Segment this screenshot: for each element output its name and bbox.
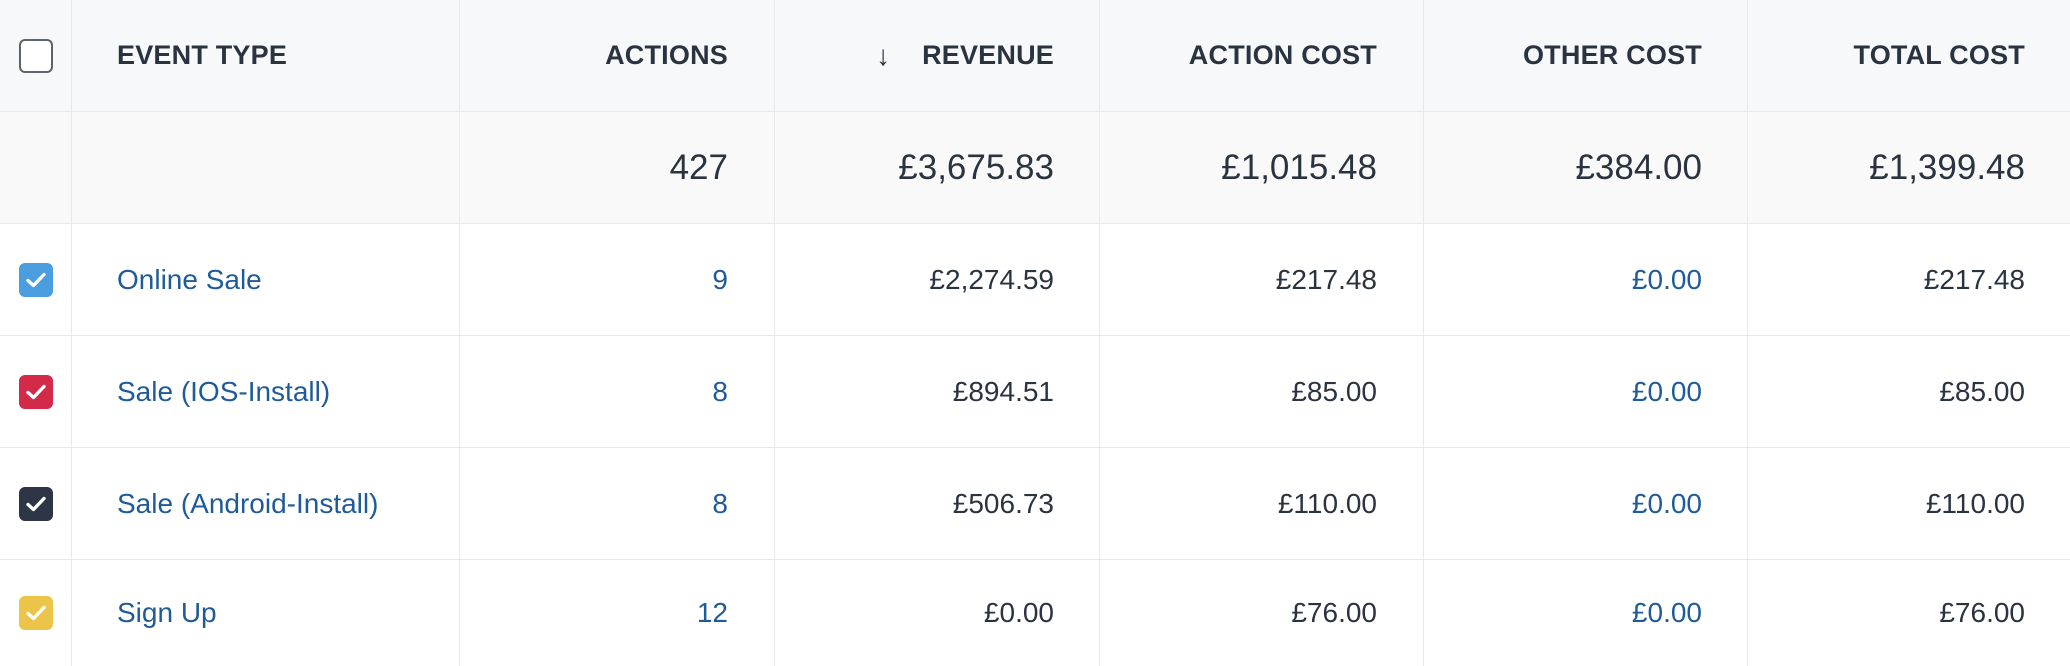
other-cost-link[interactable]: £0.00	[1631, 375, 1702, 407]
checkmark-icon	[25, 272, 46, 287]
column-header-event-type-label: EVENT TYPE	[117, 40, 288, 70]
row-checkbox[interactable]	[18, 262, 53, 297]
action-cost-cell: £110.00	[1100, 448, 1424, 559]
event-type-link[interactable]: Sale (IOS-Install)	[117, 375, 331, 407]
action-cost-value: £217.48	[1275, 263, 1377, 295]
event-type-cell: Sale (Android-Install)	[72, 448, 460, 559]
other-cost-cell: £0.00	[1424, 224, 1748, 335]
actions-cell: 12	[460, 560, 775, 666]
other-cost-cell: £0.00	[1424, 448, 1748, 559]
actions-cell: 8	[460, 336, 775, 447]
column-header-revenue[interactable]: ↓ REVENUE	[775, 0, 1100, 111]
total-cost-cell: £76.00	[1748, 560, 2070, 666]
action-cost-value: £110.00	[1277, 487, 1377, 519]
actions-link[interactable]: 8	[712, 487, 728, 519]
revenue-cell: £0.00	[775, 560, 1100, 666]
total-cost-value: £76.00	[1939, 597, 2025, 628]
total-cost-value: £110.00	[1925, 487, 2025, 519]
action-cost-value: £85.00	[1291, 375, 1377, 407]
revenue-value: £0.00	[983, 597, 1054, 628]
totals-action-cost-cell: £1,015.48	[1100, 112, 1424, 223]
event-type-cell: Sale (IOS-Install)	[72, 336, 460, 447]
column-header-total-cost-label: TOTAL COST	[1853, 40, 2025, 70]
totals-action-cost: £1,015.48	[1221, 147, 1377, 187]
event-type-link[interactable]: Online Sale	[117, 263, 262, 295]
actions-cell: 9	[460, 224, 775, 335]
action-cost-cell: £217.48	[1100, 224, 1424, 335]
column-header-action-cost[interactable]: ACTION COST	[1100, 0, 1424, 111]
checkmark-icon	[25, 605, 46, 621]
totals-other-cost-cell: £384.00	[1424, 112, 1748, 223]
actions-cell: 8	[460, 448, 775, 559]
column-header-total-cost[interactable]: TOTAL COST	[1748, 0, 2070, 111]
column-header-event-type[interactable]: EVENT TYPE	[72, 0, 460, 111]
total-cost-cell: £85.00	[1748, 336, 2070, 447]
total-cost-value: £217.48	[1923, 263, 2025, 295]
total-cost-value: £85.00	[1939, 375, 2025, 407]
total-cost-cell: £110.00	[1748, 448, 2070, 559]
totals-total-cost-cell: £1,399.48	[1748, 112, 2070, 223]
totals-check-cell	[0, 112, 72, 223]
column-header-action-cost-label: ACTION COST	[1188, 40, 1377, 70]
revenue-value: £894.51	[952, 375, 1054, 407]
totals-event-type-cell	[72, 112, 460, 223]
other-cost-cell: £0.00	[1424, 336, 1748, 447]
revenue-value: £506.73	[952, 487, 1054, 519]
row-check-cell	[0, 224, 72, 335]
total-cost-cell: £217.48	[1748, 224, 2070, 335]
totals-other-cost: £384.00	[1575, 147, 1702, 187]
event-type-cell: Sign Up	[72, 560, 460, 666]
other-cost-link[interactable]: £0.00	[1631, 597, 1702, 628]
table-row: Sale (Android-Install) 8 £506.73 £110.00…	[0, 448, 2070, 560]
row-check-cell	[0, 448, 72, 559]
event-type-link[interactable]: Sign Up	[117, 597, 217, 628]
checkmark-icon	[25, 496, 46, 511]
actions-link[interactable]: 8	[712, 375, 728, 407]
column-header-revenue-label: REVENUE	[922, 40, 1054, 70]
table-header-row: EVENT TYPE ACTIONS ↓ REVENUE ACTION COST…	[0, 0, 2070, 112]
select-all-checkbox[interactable]	[18, 38, 53, 73]
row-checkbox[interactable]	[18, 596, 53, 630]
actions-link[interactable]: 9	[712, 263, 728, 295]
table-row: Online Sale 9 £2,274.59 £217.48 £0.00 £2…	[0, 224, 2070, 336]
totals-row: 427 £3,675.83 £1,015.48 £384.00 £1,399.4…	[0, 112, 2070, 224]
select-all-cell	[0, 0, 72, 111]
totals-revenue-cell: £3,675.83	[775, 112, 1100, 223]
table-row: Sale (IOS-Install) 8 £894.51 £85.00 £0.0…	[0, 336, 2070, 448]
row-check-cell	[0, 560, 72, 666]
revenue-value: £2,274.59	[929, 263, 1054, 295]
column-header-other-cost[interactable]: OTHER COST	[1424, 0, 1748, 111]
totals-revenue: £3,675.83	[898, 147, 1054, 187]
action-cost-cell: £76.00	[1100, 560, 1424, 666]
row-checkbox[interactable]	[18, 486, 53, 521]
action-cost-cell: £85.00	[1100, 336, 1424, 447]
revenue-cell: £894.51	[775, 336, 1100, 447]
totals-total-cost: £1,399.48	[1869, 147, 2025, 187]
column-header-actions[interactable]: ACTIONS	[460, 0, 775, 111]
table-row: Sign Up 12 £0.00 £76.00 £0.00 £76.00	[0, 560, 2070, 666]
other-cost-cell: £0.00	[1424, 560, 1748, 666]
row-check-cell	[0, 336, 72, 447]
actions-link[interactable]: 12	[696, 597, 728, 628]
revenue-cell: £2,274.59	[775, 224, 1100, 335]
row-checkbox[interactable]	[18, 374, 53, 409]
other-cost-link[interactable]: £0.00	[1631, 263, 1702, 295]
action-cost-value: £76.00	[1291, 597, 1377, 628]
checkmark-icon	[25, 384, 46, 399]
revenue-cell: £506.73	[775, 448, 1100, 559]
other-cost-link[interactable]: £0.00	[1631, 487, 1702, 519]
totals-actions-cell: 427	[460, 112, 775, 223]
event-type-cell: Online Sale	[72, 224, 460, 335]
column-header-actions-label: ACTIONS	[605, 40, 728, 70]
column-header-other-cost-label: OTHER COST	[1522, 40, 1702, 70]
totals-actions: 427	[669, 147, 728, 187]
event-type-link[interactable]: Sale (Android-Install)	[117, 487, 379, 519]
arrow-down-icon: ↓	[876, 39, 891, 71]
